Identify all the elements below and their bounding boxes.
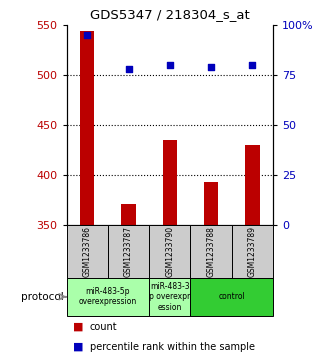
Text: percentile rank within the sample: percentile rank within the sample	[90, 342, 255, 352]
Bar	[245, 145, 260, 225]
Point	[126, 66, 131, 72]
Text: GSM1233790: GSM1233790	[165, 226, 174, 277]
Bar	[163, 140, 177, 225]
Point	[208, 65, 214, 70]
Bar	[190, 225, 232, 278]
Text: ■: ■	[73, 322, 87, 332]
Bar	[67, 225, 108, 278]
Text: count: count	[90, 322, 118, 332]
Bar	[190, 278, 273, 316]
Point	[167, 62, 172, 68]
Text: GSM1233789: GSM1233789	[248, 226, 257, 277]
Text: control: control	[218, 292, 245, 301]
Point	[85, 32, 90, 38]
Text: GSM1233788: GSM1233788	[206, 226, 216, 277]
Point	[250, 62, 255, 68]
Text: miR-483-5p
overexpression: miR-483-5p overexpression	[79, 287, 137, 306]
Text: GSM1233787: GSM1233787	[124, 226, 133, 277]
Text: ■: ■	[73, 342, 87, 352]
Text: protocol: protocol	[21, 292, 67, 302]
Bar	[232, 225, 273, 278]
Bar	[149, 278, 190, 316]
Text: GSM1233786: GSM1233786	[83, 226, 92, 277]
Bar	[108, 225, 149, 278]
Title: GDS5347 / 218304_s_at: GDS5347 / 218304_s_at	[90, 8, 250, 21]
Text: miR-483-3
p overexpr
ession: miR-483-3 p overexpr ession	[149, 282, 190, 312]
Bar	[149, 225, 190, 278]
Bar	[67, 278, 149, 316]
Bar	[204, 182, 218, 225]
Bar	[80, 31, 95, 225]
Bar	[121, 204, 136, 225]
